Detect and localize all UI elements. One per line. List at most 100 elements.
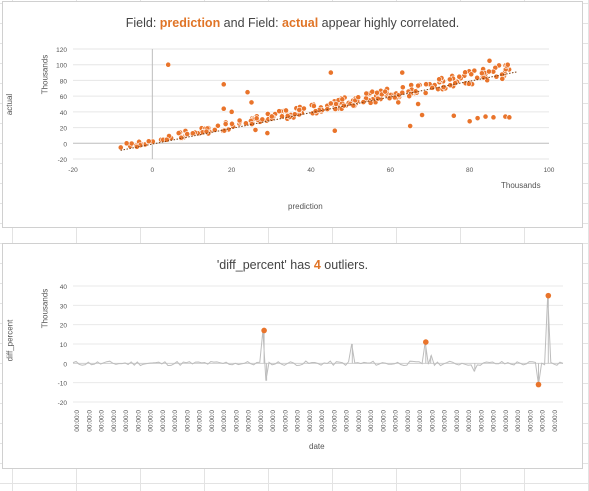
scatter-point (482, 113, 489, 120)
scatter-point (382, 88, 389, 95)
scatter-point (468, 71, 475, 78)
scatter-point (341, 102, 347, 109)
scatter-point (259, 116, 266, 123)
scatter-point (252, 127, 259, 133)
scatter-y-tick-label: 40 (60, 110, 68, 117)
line-x-tick-label: 00:00:0 (86, 410, 93, 432)
outlier-point (261, 327, 267, 334)
scatter-point (220, 105, 227, 112)
scatter-point (391, 94, 398, 101)
scatter-point (327, 100, 334, 107)
line-x-tick-label: 00:00:0 (368, 410, 375, 432)
scatter-point (228, 108, 235, 115)
line-x-tick-label: 00:00:0 (552, 410, 559, 432)
line-x-tick-label: 00:00:0 (540, 410, 547, 432)
line-y-tick-label: 0 (63, 361, 67, 368)
line-x-tick-label: 00:00:0 (282, 410, 289, 432)
scatter-point (436, 76, 443, 83)
line-y-tick-label: 30 (60, 303, 68, 310)
scatter-point (279, 113, 285, 120)
scatter-point (165, 61, 172, 68)
line-x-tick-label: 00:00:0 (246, 410, 253, 432)
scatter-point (244, 89, 251, 96)
line-x-tick-label: 00:00:0 (466, 410, 473, 432)
line-x-tick-label: 00:00:0 (209, 410, 216, 432)
line-x-tick-label: 00:00:0 (344, 410, 351, 432)
scatter-point (406, 93, 413, 100)
scatter-point (243, 120, 249, 127)
scatter-point (466, 80, 472, 87)
line-x-tick-label: 00:00:0 (233, 410, 240, 432)
line-x-tick-label: 00:00:0 (295, 410, 302, 432)
scatter-point (429, 84, 436, 91)
scatter-point (504, 61, 511, 68)
scatter-point (276, 108, 283, 115)
line-x-tick-label: 00:00:0 (405, 410, 412, 432)
line-x-tick-label: 00:00:0 (172, 410, 179, 432)
scatter-point (486, 57, 493, 64)
line-x-tick-label: 00:00:0 (380, 410, 387, 432)
scatter-point (123, 140, 130, 147)
scatter-point (268, 113, 275, 120)
scatter-point (412, 88, 419, 95)
scatter-point (423, 81, 429, 88)
line-x-tick-label: 00:00:0 (417, 410, 424, 432)
outlier-chart-panel[interactable]: 'diff_percent' has 4 outliers. diff_perc… (2, 243, 583, 469)
line-x-tick-label: 00:00:0 (221, 410, 228, 432)
scatter-chart-panel[interactable]: Field: prediction and Field: actual appe… (2, 1, 583, 228)
scatter-point (331, 127, 338, 134)
scatter-x-axis-label: prediction (288, 202, 323, 211)
line-x-tick-label: 00:00:0 (270, 410, 277, 432)
scatter-point (422, 90, 429, 96)
scatter-point (215, 122, 221, 129)
scatter-point (236, 117, 243, 124)
scatter-point (296, 106, 303, 113)
line-x-tick-label: 00:00:0 (319, 410, 326, 432)
line-x-tick-label: 00:00:0 (74, 410, 81, 432)
scatter-x-tick-label: 0 (151, 167, 155, 174)
scatter-point (355, 94, 362, 101)
scatter-point (184, 131, 191, 137)
scatter-y-tick-label: 20 (60, 126, 68, 133)
scatter-trendline (120, 71, 518, 151)
outlier-plot-area: -20 -10 0 10 20 30 40 00:00:0 00:00:0 00:00:0 00:0… (58, 284, 564, 432)
line-x-tick-label: 00:00:0 (111, 410, 118, 432)
scatter-point (222, 121, 229, 127)
line-x-tick-label: 00:00:0 (99, 410, 106, 432)
scatter-point (450, 112, 457, 119)
line-x-tick-label: 00:00:0 (503, 410, 510, 432)
line-x-tick-label: 00:00:0 (331, 410, 338, 432)
scatter-point (374, 89, 380, 96)
scatter-point (415, 82, 422, 89)
outlier-point (423, 339, 429, 345)
scatter-point (175, 130, 182, 136)
scatter-point (407, 123, 414, 129)
outlier-x-axis-label: date (309, 442, 325, 451)
outlier-title: 'diff_percent' has 4 outliers. (216, 258, 369, 272)
scatter-point (221, 127, 228, 134)
scatter-point (291, 111, 298, 118)
scatter-x-tick-label: 20 (228, 167, 236, 174)
line-x-tick-label: 00:00:0 (429, 410, 436, 432)
line-x-tick-label: 00:00:0 (515, 410, 522, 432)
scatter-title: Field: prediction and Field: actual appe… (125, 16, 460, 30)
scatter-point (462, 69, 469, 76)
scatter-point (310, 103, 317, 109)
scatter-x-tick-label: 100 (544, 167, 555, 174)
line-x-tick-label: 00:00:0 (184, 410, 191, 432)
scatter-point (220, 81, 227, 88)
line-y-tick-label: 10 (60, 342, 68, 349)
line-x-tick-label: 00:00:0 (197, 410, 204, 432)
scatter-point (399, 84, 406, 91)
line-series (72, 295, 564, 385)
line-x-tick-label: 00:00:0 (528, 410, 535, 432)
scatter-x-tick-label: 40 (307, 167, 315, 174)
scatter-point (333, 101, 339, 107)
scatter-point (312, 108, 319, 115)
scatter-point (117, 144, 124, 151)
scatter-point (145, 138, 152, 145)
scatter-point (339, 96, 346, 103)
scatter-point (446, 76, 453, 83)
scatter-point (327, 69, 334, 76)
line-x-tick-label: 00:00:0 (148, 410, 155, 432)
